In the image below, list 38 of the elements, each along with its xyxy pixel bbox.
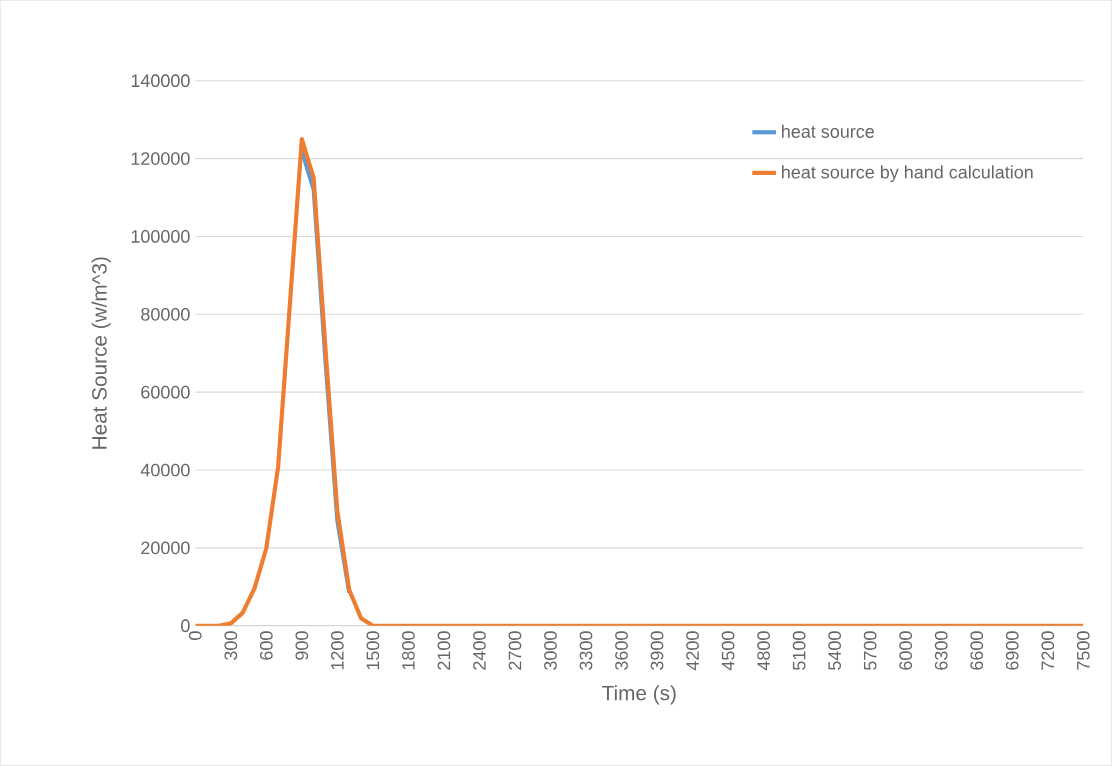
x-tick-label: 6300	[934, 631, 948, 670]
x-tick-label: 1200	[330, 631, 344, 670]
x-tick-label: 2700	[508, 631, 522, 670]
x-tick-label: 3600	[615, 631, 628, 670]
legend-label: heat source by hand calculation	[782, 165, 1033, 183]
x-tick-label: 3000	[544, 631, 557, 670]
y-tick-label: 20000	[141, 541, 190, 555]
x-tick-label: 4500	[721, 631, 735, 671]
x-tick-label: 1800	[402, 631, 415, 670]
x-tick-label: 5400	[828, 631, 841, 670]
y-tick-label: 100000	[131, 230, 190, 243]
y-tick-label: 120000	[131, 152, 190, 165]
x-tick-label: 4200	[686, 631, 699, 671]
y-tick-label: 80000	[141, 307, 190, 321]
x-tick-label: 7200	[1041, 631, 1055, 670]
x-tick-label: 3900	[650, 631, 664, 670]
y-axis-title: Heat Source (w/m^3)	[91, 257, 111, 449]
x-tick-label: 6000	[899, 631, 913, 670]
x-tick-label: 4800	[757, 631, 770, 671]
x-tick-label: 2100	[437, 631, 451, 670]
x-tick-label: 300	[224, 631, 238, 660]
y-tick-label: 60000	[141, 385, 190, 399]
x-tick-label: 900	[295, 631, 309, 660]
y-tick-label: 40000	[140, 463, 190, 477]
x-tick-label: 1500	[366, 631, 380, 670]
x-tick-label: 600	[259, 631, 273, 660]
x-tick-label: 3300	[579, 631, 593, 670]
x-axis-title: Time (s)	[602, 685, 676, 705]
y-tick-label: 0	[181, 619, 190, 633]
x-tick-label: 7500	[1076, 631, 1090, 670]
legend-label: heat source	[782, 124, 874, 138]
x-tick-label: 6600	[970, 631, 984, 670]
x-tick-label: 2400	[473, 631, 486, 670]
x-tick-label: 5100	[792, 631, 806, 670]
x-tick-label: 6900	[1005, 631, 1019, 670]
x-tick-label: 0	[188, 631, 202, 640]
y-tick-label: 140000	[131, 74, 190, 88]
x-tick-label: 5700	[863, 631, 877, 670]
